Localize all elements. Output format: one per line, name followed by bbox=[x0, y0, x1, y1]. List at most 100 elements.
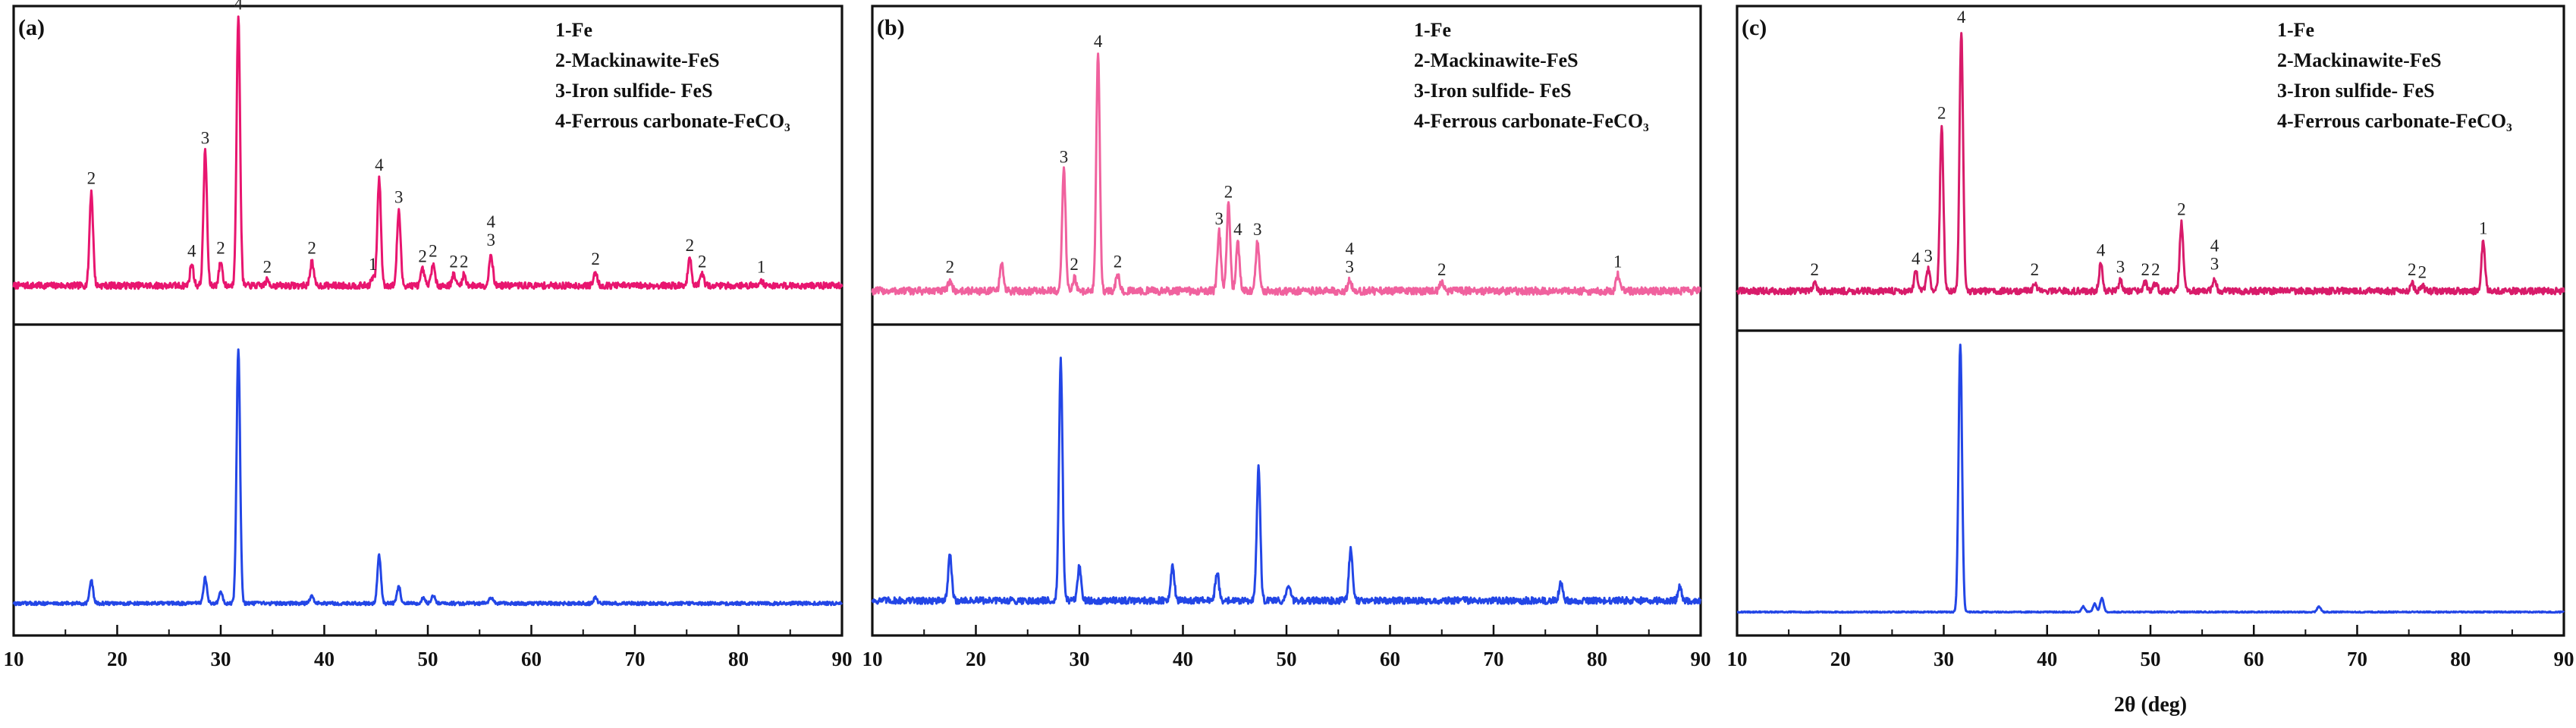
legend-entry: 2-Mackinawite-FeS bbox=[1414, 49, 1579, 71]
peak-point bbox=[1679, 586, 1680, 587]
legend-entry: 3-Iron sulfide- FeS bbox=[555, 80, 713, 102]
x-tick-label: 40 bbox=[2037, 648, 2057, 670]
peak-point bbox=[2318, 606, 2319, 607]
peak-label: 1 bbox=[757, 258, 766, 277]
peak-label: 2 bbox=[591, 249, 600, 268]
peak-point bbox=[1349, 280, 1350, 281]
peak-label: 2 bbox=[1070, 255, 1079, 274]
x-tick-label: 80 bbox=[728, 648, 749, 670]
peak-point bbox=[2214, 277, 2215, 278]
peak-label: 2 bbox=[2141, 260, 2150, 279]
peak-point bbox=[1063, 170, 1064, 171]
legend-entry: 3-Iron sulfide- FeS bbox=[2277, 80, 2435, 102]
x-tick-label: 10 bbox=[862, 648, 883, 670]
peak-label: 2 bbox=[263, 258, 272, 277]
legend-entry: 2-Mackinawite-FeS bbox=[555, 49, 720, 71]
peak-point bbox=[2120, 280, 2121, 281]
x-tick-label: 20 bbox=[966, 648, 986, 670]
x-tick-label: 90 bbox=[1691, 648, 1711, 670]
peak-point bbox=[491, 253, 492, 254]
peak-label: 2 bbox=[418, 246, 427, 265]
peak-label: 4 bbox=[234, 0, 243, 14]
peak-point bbox=[1074, 277, 1075, 278]
x-axis-title: 2θ (deg) bbox=[2114, 693, 2187, 717]
peak-point bbox=[1172, 566, 1173, 567]
peak-point bbox=[91, 191, 92, 192]
panel-b: 10 20 30 40 50 60 70 80 90 (b) 1-Fe 2-Mackinawite-F… bbox=[862, 5, 1711, 670]
peak-label: 3 bbox=[1215, 209, 1224, 228]
peak-point bbox=[1441, 282, 1442, 283]
panel-frame bbox=[12, 5, 843, 637]
peak-point bbox=[1001, 264, 1002, 265]
peak-point bbox=[1915, 271, 1916, 272]
peak-label: 2 bbox=[449, 252, 458, 271]
peak-label: 2 bbox=[429, 241, 438, 260]
series-line-bottom bbox=[12, 348, 843, 607]
peak-point bbox=[1814, 282, 1815, 283]
x-tick-label: 50 bbox=[418, 648, 438, 670]
x-tick-label: 30 bbox=[211, 648, 231, 670]
peak-label: 2 bbox=[946, 258, 955, 277]
peak-point bbox=[205, 151, 206, 152]
x-tick-label: 50 bbox=[1277, 648, 1297, 670]
x-tick-label: 10 bbox=[1727, 648, 1748, 670]
peak-point bbox=[1257, 242, 1258, 243]
peak-point bbox=[398, 210, 399, 211]
peak-label: 2 bbox=[216, 239, 225, 258]
peak-label: 3 bbox=[394, 187, 404, 206]
peak-label: 4 bbox=[1912, 249, 1921, 268]
peak-label: 4 bbox=[187, 241, 196, 260]
panel-label: (b) bbox=[877, 15, 905, 40]
peak-label: 2 bbox=[686, 236, 695, 255]
peak-label: 3 bbox=[1060, 147, 1069, 166]
peak-point bbox=[267, 280, 268, 281]
peak-label: 4 bbox=[2097, 241, 2106, 260]
legend-entry: 4-Ferrous carbonate-FeCO₃ bbox=[2277, 110, 2512, 132]
x-tick-label: 90 bbox=[832, 648, 853, 670]
peak-point bbox=[2422, 285, 2423, 286]
peak-point bbox=[1060, 360, 1061, 361]
peak-point bbox=[2181, 222, 2182, 223]
peak-point bbox=[191, 264, 192, 265]
peak-point bbox=[91, 580, 92, 581]
peak-label: 2 bbox=[87, 169, 96, 188]
peak-label: 2 bbox=[2031, 260, 2040, 279]
legend-entry: 1-Fe bbox=[2277, 19, 2314, 41]
peak-label: 4 bbox=[375, 155, 384, 174]
panel-frame bbox=[871, 5, 1702, 637]
peak-label: 2 bbox=[307, 239, 316, 258]
peak-label: 3 bbox=[1346, 258, 1355, 277]
peak-label: 3 bbox=[2116, 257, 2125, 276]
peak-point bbox=[2034, 282, 2035, 283]
legend-entry: 3-Iron sulfide- FeS bbox=[1414, 80, 1572, 102]
x-tick-label: 70 bbox=[1484, 648, 1504, 670]
peak-label: 1 bbox=[1613, 252, 1623, 271]
x-tick-label: 50 bbox=[2141, 648, 2161, 670]
peak-label: 3 bbox=[201, 129, 210, 148]
peak-point bbox=[1350, 549, 1351, 550]
peak-point bbox=[2083, 606, 2084, 607]
peak-point bbox=[1228, 205, 1229, 206]
peak-point bbox=[1941, 126, 1942, 127]
peak-point bbox=[2145, 282, 2146, 283]
x-tick-label: 30 bbox=[1070, 648, 1090, 670]
series-line-bottom bbox=[871, 356, 1702, 605]
panel-label: (a) bbox=[18, 15, 45, 40]
peak-label: 2 bbox=[698, 252, 707, 271]
peak-label: 3 bbox=[487, 231, 496, 249]
peak-label: 4 bbox=[487, 212, 496, 231]
x-tick-label: 10 bbox=[4, 648, 24, 670]
peak-label: 3 bbox=[2210, 255, 2219, 274]
peak-label: 2 bbox=[1810, 260, 1819, 279]
x-tick-label: 80 bbox=[2450, 648, 2471, 670]
peak-point bbox=[1258, 468, 1259, 469]
peak-point bbox=[2155, 282, 2156, 283]
legend-entry: 1-Fe bbox=[555, 19, 592, 41]
x-tick-label: 70 bbox=[625, 648, 646, 670]
peak-point bbox=[1927, 268, 1928, 269]
peak-label: 2 bbox=[1224, 182, 1233, 201]
x-tick-label: 40 bbox=[1173, 648, 1193, 670]
peak-point bbox=[1219, 231, 1220, 232]
peak-label: 2 bbox=[2151, 260, 2160, 279]
panel-a: 10 20 30 40 50 60 70 80 90 (a) 1-Fe 2-Mackinawite-F… bbox=[4, 0, 853, 670]
